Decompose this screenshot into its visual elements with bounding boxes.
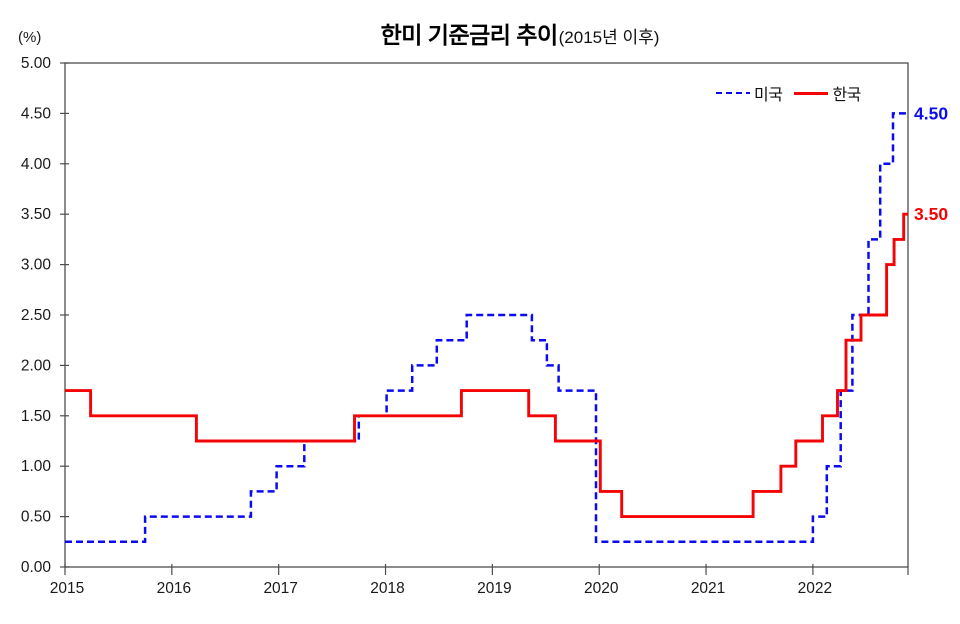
legend-item-kr: 한국 xyxy=(794,81,861,105)
y-tick-label: 5.00 xyxy=(21,55,52,72)
kr-line-sample-icon xyxy=(794,91,829,95)
x-tick-label: 2020 xyxy=(584,580,619,597)
legend-label-us: 미국 xyxy=(754,87,783,104)
kr-end-value-label: 3.50 xyxy=(914,204,948,224)
kr-rate-line xyxy=(65,212,908,519)
chart-title-main: 한미 기준금리 추이 xyxy=(380,22,559,48)
y-tick-label: 4.50 xyxy=(21,105,52,122)
y-tick-label: 1.50 xyxy=(21,408,52,425)
x-tick-label: 2021 xyxy=(691,580,725,597)
y-tick-label: 0.00 xyxy=(21,559,52,576)
y-axis-unit-label: (%) xyxy=(18,29,42,46)
y-tick-label: 3.50 xyxy=(21,206,52,223)
y-tick-label: 0.50 xyxy=(21,509,52,526)
y-tick-label: 3.00 xyxy=(21,257,52,274)
us-rate-line xyxy=(65,112,908,544)
x-tick-label: 2016 xyxy=(157,580,191,597)
us-line-sample-icon xyxy=(716,91,750,95)
y-tick-label: 4.00 xyxy=(21,156,52,173)
x-tick-label: 2022 xyxy=(798,580,832,597)
x-tick-label: 2018 xyxy=(370,580,404,597)
legend-item-us: 미국 xyxy=(716,81,783,105)
us-end-value-label: 4.50 xyxy=(914,103,948,123)
y-tick-label: 1.00 xyxy=(21,458,52,475)
x-tick-label: 2019 xyxy=(477,580,511,597)
y-tick-label: 2.50 xyxy=(21,307,52,324)
legend-label-kr: 한국 xyxy=(832,87,861,104)
legend: 미국 한국 xyxy=(716,81,861,105)
chart-title-sub: (2015년 이후) xyxy=(558,28,660,47)
chart-title: 한미 기준금리 추이(2015년 이후) xyxy=(381,16,660,50)
x-tick-label: 2015 xyxy=(50,580,84,597)
x-tick-label: 2017 xyxy=(263,580,297,597)
y-tick-label: 2.00 xyxy=(21,357,52,374)
